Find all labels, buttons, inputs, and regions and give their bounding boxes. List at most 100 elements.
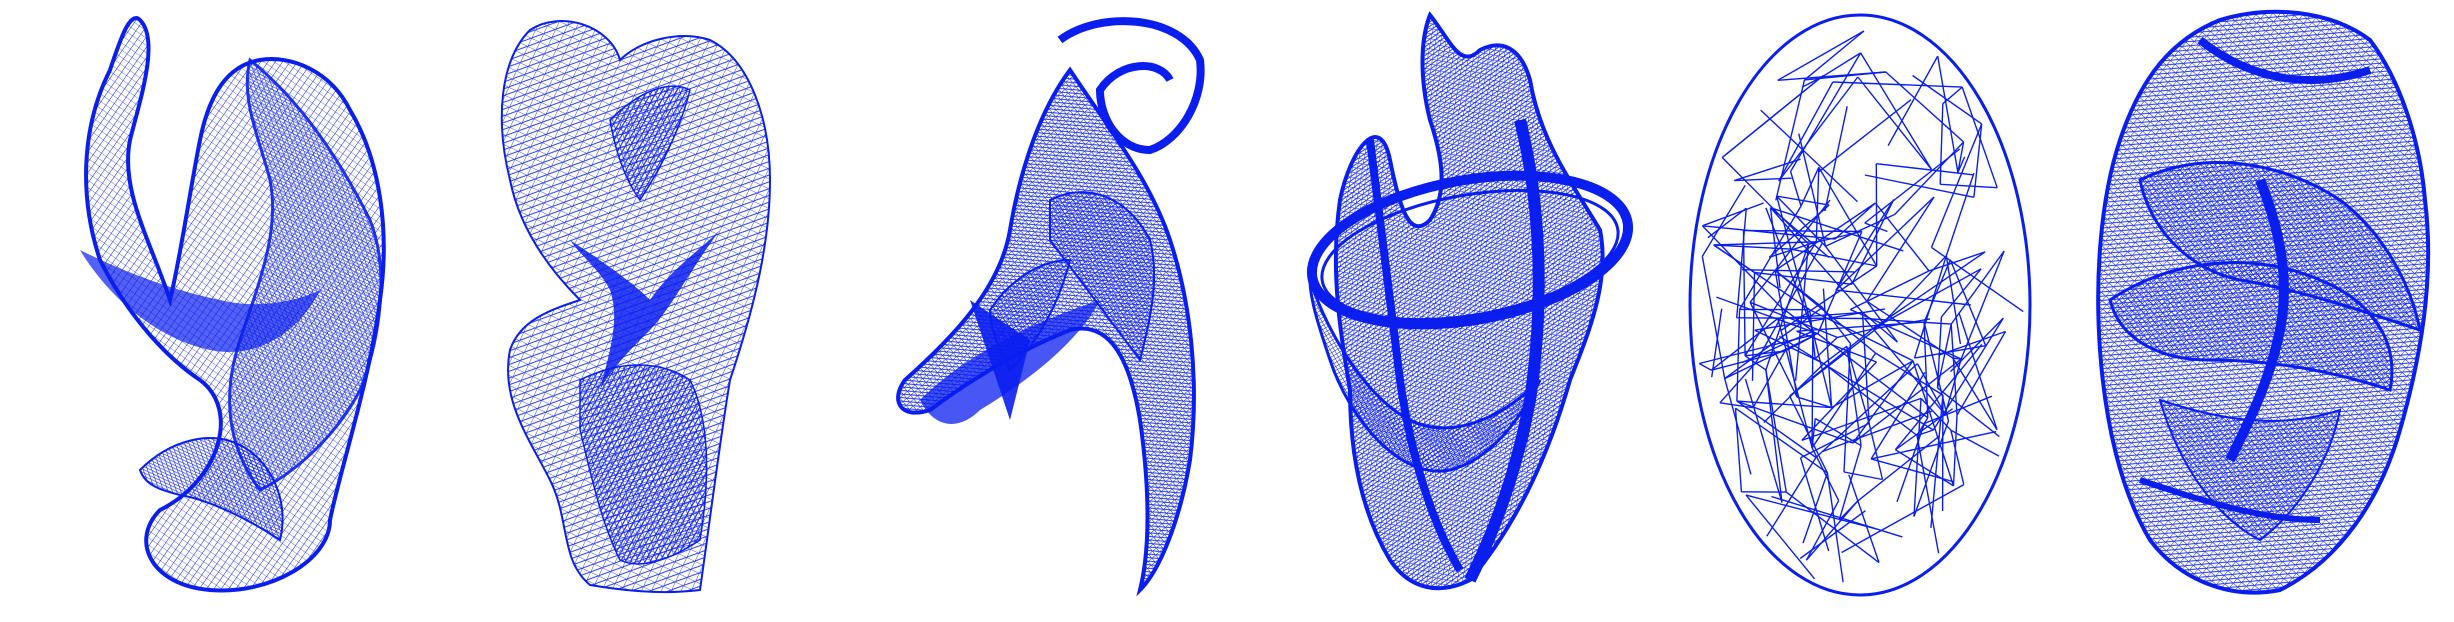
mesh-edge [1804,30,1865,81]
mesh-edge [1826,472,1844,583]
mesh-edge [1796,396,1832,409]
mesh-edge [1789,171,1802,207]
mesh-edge [1785,491,1880,564]
mesh-edge [1950,429,2000,457]
mesh-edge [1707,207,1747,239]
mesh-edge [1913,255,1947,359]
mesh-edge [1780,265,1878,331]
mesh-edge [1745,494,1877,530]
mesh-edge [1939,103,1944,185]
mesh-edge [1778,76,1859,182]
mesh-2-wireframe [500,20,772,594]
mesh-edge [1920,397,1952,431]
mesh-panel-3 [860,0,1220,622]
mesh-edge [1936,323,1952,389]
mesh-edge [1815,167,1820,242]
mesh-edge [1832,81,1963,88]
mesh-edge [1950,430,1965,485]
mesh-edge [1850,308,1962,360]
mesh-panel-5 [1680,0,2040,622]
mesh-edge [1923,321,1950,422]
mesh-edge [1823,363,1918,437]
mesh-edge [1952,415,1958,486]
mesh-edge [1894,343,1983,451]
mesh-edge [1774,270,1798,398]
mesh-edge [1912,74,1983,125]
mesh-edge [1702,225,1835,240]
mesh-edge [1870,430,1997,460]
mesh-edge [1749,301,1838,339]
mesh-edge [1774,202,1876,272]
mesh-edge [1950,317,2004,373]
mesh-panel-1 [40,0,400,622]
mesh-edge [1945,172,1975,257]
mesh-edge [1738,205,1802,310]
mesh-edge [1808,230,1863,245]
mesh-edge [1710,318,1779,371]
mesh-edge [1872,318,1931,330]
mesh-edge [1916,429,1934,437]
mesh-edge [1777,71,1886,81]
mesh-edge [1956,331,2007,416]
mesh-edge [1930,123,1983,248]
mesh-edge [1741,330,1814,364]
mesh-edge [1698,362,1712,371]
mesh-edge [1849,270,1930,311]
mesh-edge [1805,500,1859,561]
mesh-edge [1811,331,1814,448]
mesh-edge [1744,378,1783,503]
mesh-edge [1776,195,1827,247]
mesh-edge [1770,207,1904,252]
mesh-edge [1818,166,1878,267]
mesh-edge [1866,196,1935,302]
mesh-4-wireframe [1306,11,1634,591]
mesh-edge [1800,422,1870,459]
mesh-edge [1701,225,1781,307]
mesh-edge [1887,55,1939,147]
mesh-edge [1837,328,1873,339]
mesh-edge [1950,250,2005,325]
mesh-edge [1811,447,1840,502]
mesh-6-wireframe [2096,9,2431,595]
mesh-edge [1724,378,1752,475]
mesh-edge [1896,423,1926,503]
mesh-edge [1835,196,1935,291]
mesh-edge [1938,330,2006,357]
mesh-edge [1843,471,1883,481]
mesh-edge [1754,308,1886,331]
mesh-edge [1876,163,1974,176]
mesh-edge [1817,333,1929,419]
mesh-edge [1937,387,2000,438]
mesh-edge [1846,346,1870,424]
mesh-edge [1713,244,1791,250]
mesh-edge [1822,52,1861,78]
mesh-edge [1885,71,1965,143]
mesh-edge [1763,363,1825,423]
mesh-edge [1940,183,1998,189]
mesh-edge [1765,207,1816,336]
mesh-edge [1702,202,1764,227]
mesh-edge [1736,317,1865,320]
mesh-edge [1754,271,1852,285]
mesh-edge [1745,350,1786,357]
mesh-edge [1734,177,1792,182]
mesh-edge [1838,445,1862,521]
mesh-edge [1775,79,1806,201]
mesh-edge [1822,288,1833,408]
mesh-edge [1831,360,1914,409]
mesh-edge [1769,207,1864,313]
mesh-edge [1864,317,1952,325]
mesh-edge [1872,268,1982,330]
mesh-edge [1851,199,1895,285]
mesh-panel-4 [1270,0,1650,622]
mesh-edge [1766,457,1817,537]
mesh-edge [1721,74,1824,159]
mesh-edge [1857,76,1932,170]
mesh-edge [1957,156,1966,173]
mesh-edge [1770,207,1830,259]
mesh-edge [1952,357,1998,431]
mesh-edge [1778,81,1834,182]
mesh-edge [1743,229,1862,233]
mesh-edge [1864,148,1961,224]
mesh-edge [1716,296,1819,335]
